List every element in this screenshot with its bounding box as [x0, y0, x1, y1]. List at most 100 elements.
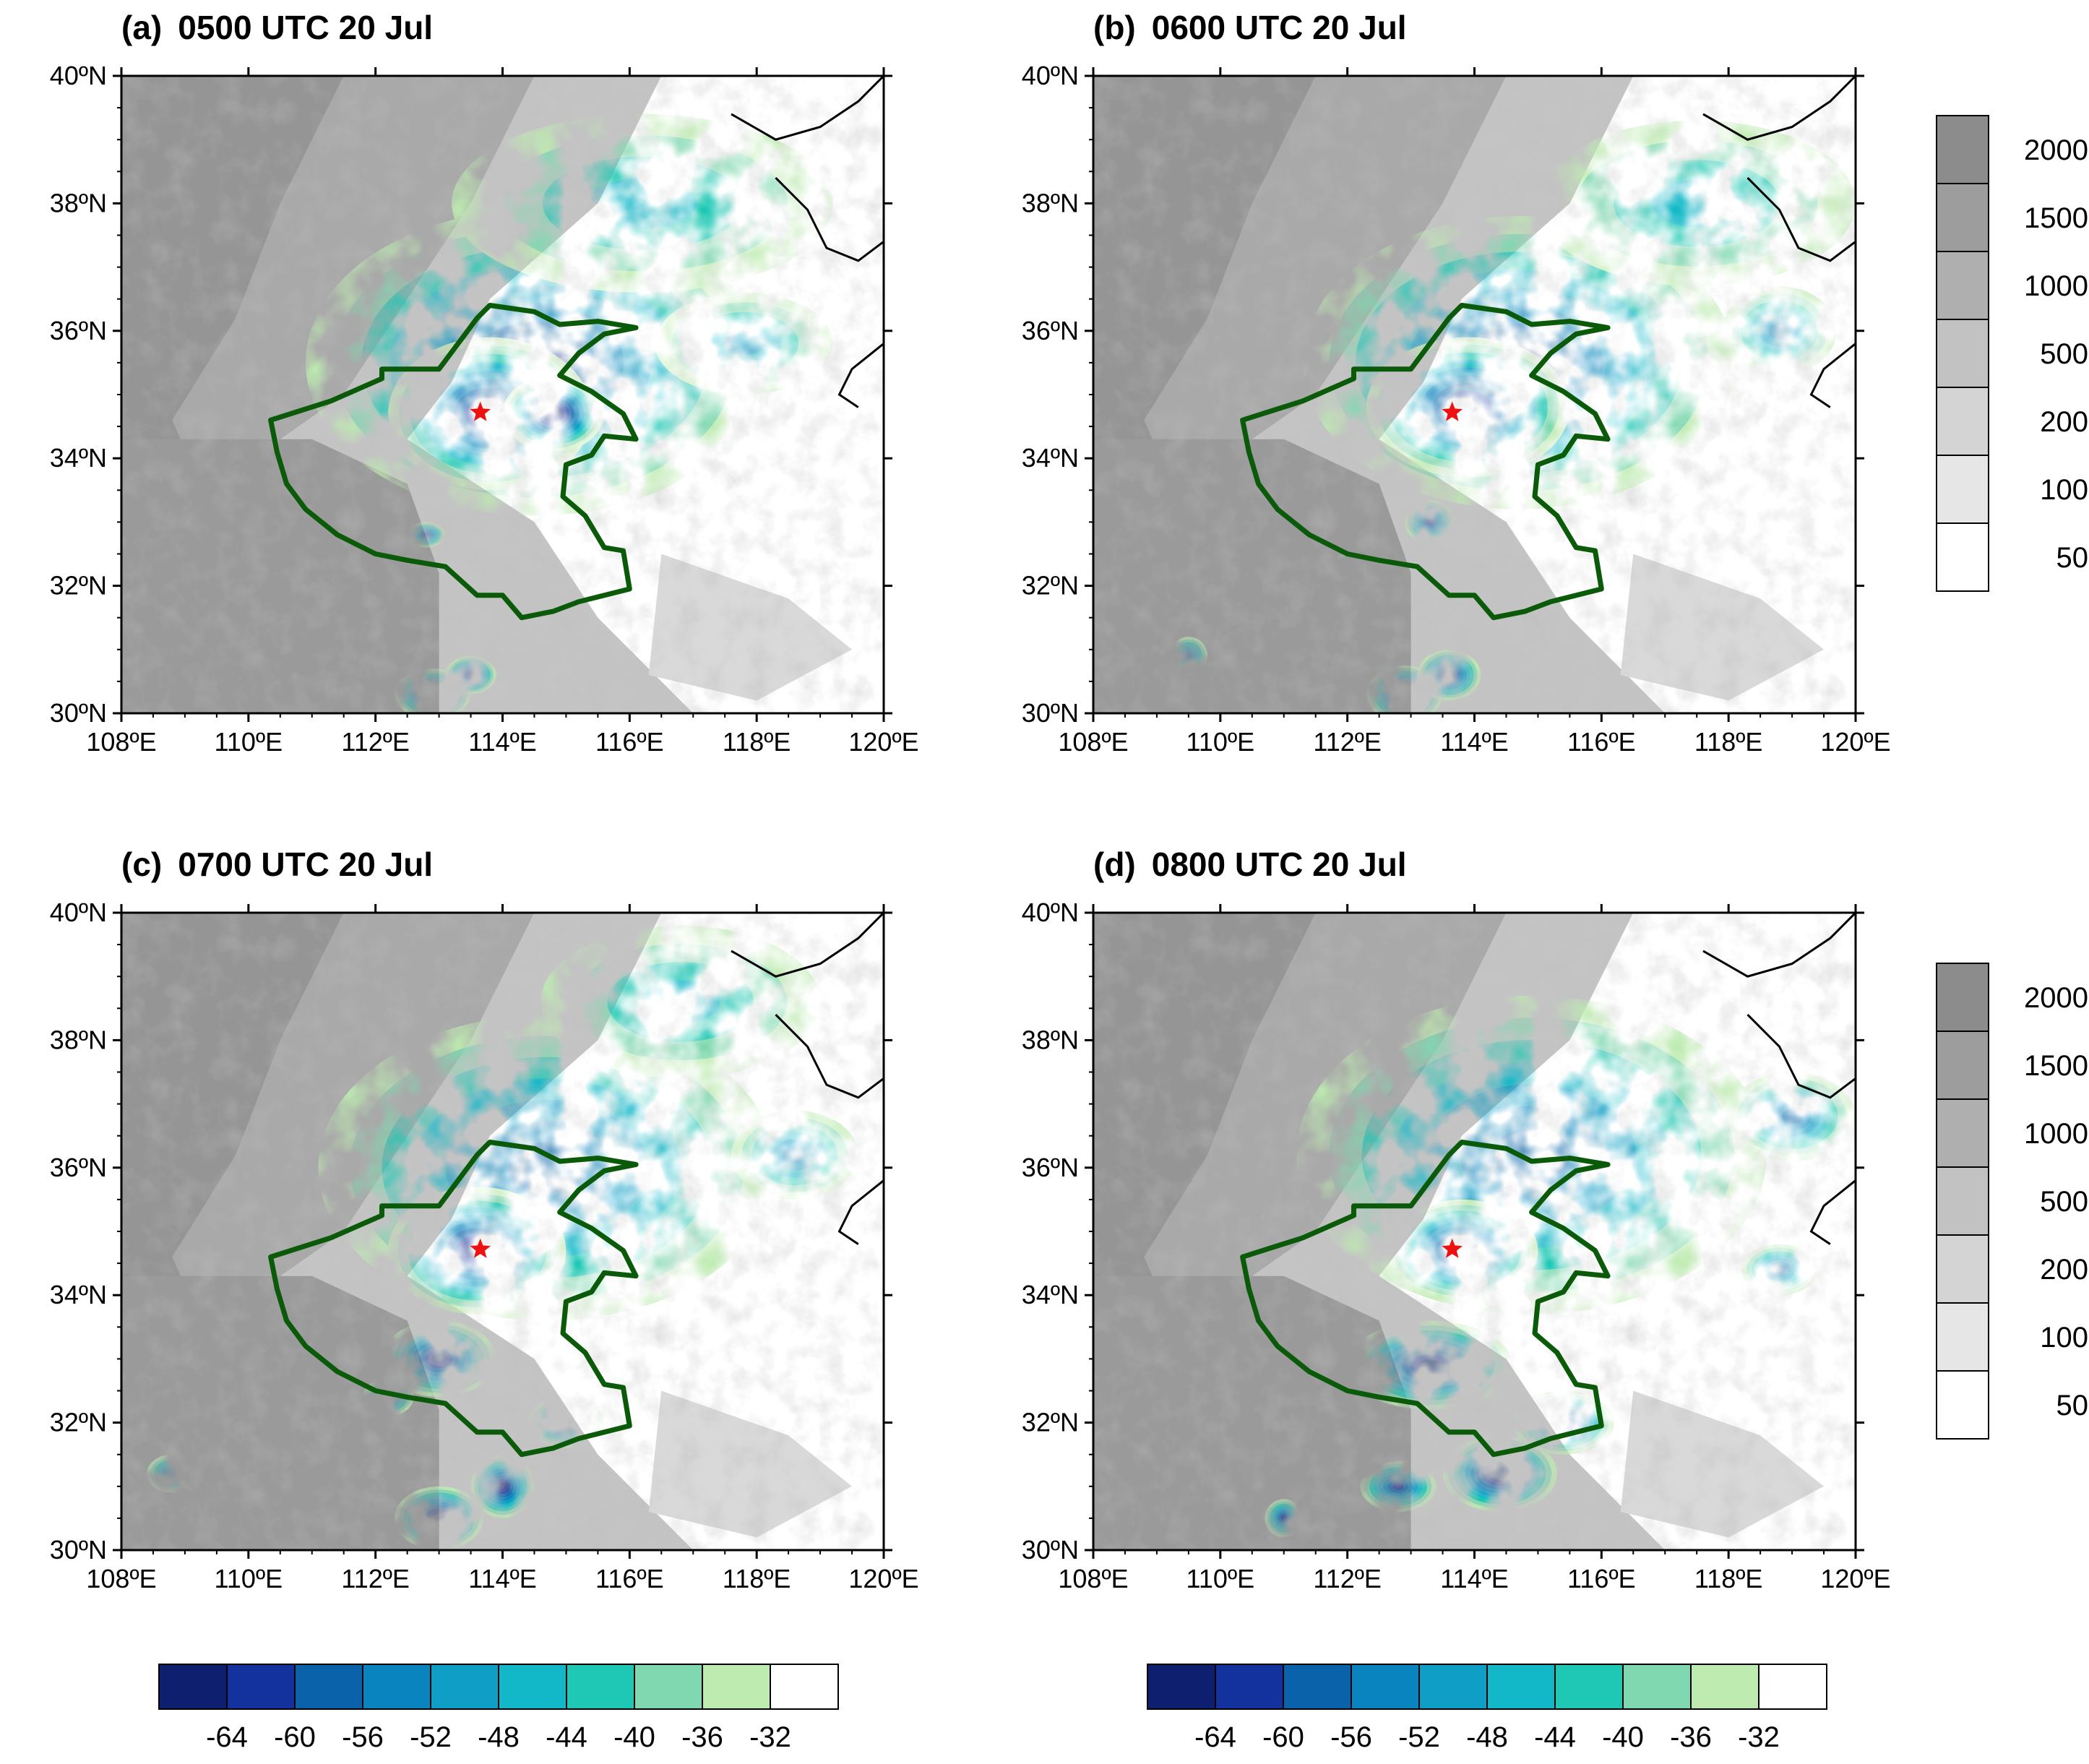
tbb-colorbar-box	[1283, 1664, 1352, 1710]
lon-tick-label: 110ºE	[1186, 727, 1255, 757]
tbb-clouds	[147, 925, 858, 1550]
tbb-colorbar-label: -48	[478, 1721, 520, 1753]
cloud-contour	[723, 332, 764, 356]
cloud-contour	[782, 1146, 807, 1164]
terrain-colorbar-label: 500	[2040, 1186, 2088, 1218]
cloud-contour	[467, 672, 475, 678]
lat-tick-label: 36ºN	[50, 1153, 107, 1182]
lon-tick-label: 110ºE	[215, 727, 283, 757]
map-body	[121, 76, 884, 713]
cloud-contour	[1556, 1418, 1570, 1427]
tbb-colorbar-box	[294, 1664, 363, 1710]
terrain-colorbar-label: 500	[2040, 338, 2088, 370]
terrain-colorbar-frame	[1936, 963, 1989, 1440]
province-boundary	[268, 303, 639, 621]
cloud-contour	[1444, 671, 1453, 679]
lat-tick-label: 36ºN	[50, 316, 107, 345]
cloud-contour	[1773, 1265, 1786, 1274]
lon-tick-label: 120ºE	[848, 1564, 918, 1593]
lon-tick-label: 116ºE	[1567, 1564, 1636, 1593]
province-boundary	[1240, 1140, 1611, 1458]
lat-tick-label: 32ºN	[50, 1408, 107, 1437]
cloud-contour	[1768, 322, 1791, 340]
province-boundary	[268, 1140, 639, 1458]
coastline	[731, 76, 884, 141]
lon-tick-label: 108ºE	[1058, 727, 1128, 757]
lat-tick-label: 32ºN	[50, 571, 107, 601]
lat-tick-label: 40ºN	[50, 61, 107, 90]
map-body	[121, 913, 884, 1550]
lon-tick-label: 118ºE	[723, 1564, 791, 1593]
lon-tick-label: 120ºE	[848, 727, 918, 757]
terrain-colorbar-box	[1936, 1166, 1989, 1236]
zhengzhou-star-marker	[1442, 1238, 1463, 1258]
lat-tick-label: 40ºN	[1022, 898, 1079, 927]
lat-tick-label: 30ºN	[50, 1535, 107, 1565]
terrain-colorbar-label: 1500	[2024, 202, 2088, 234]
terrain-colorbar-box	[1936, 251, 1989, 320]
tbb-colorbar-box	[1690, 1664, 1760, 1710]
panel-title-d: (d) 0800 UTC 20 Jul	[1093, 846, 1407, 883]
terrain-colorbar-box	[1936, 1098, 1989, 1168]
tbb-colorbar-label: -52	[410, 1721, 452, 1753]
terrain-colorbar-bottom: 2000 1500 1000 500 200 100 50	[1936, 963, 2089, 1440]
cloud-contour	[431, 1354, 447, 1364]
lon-tick-label: 112ºE	[341, 727, 410, 757]
cloud-contour	[1493, 1469, 1507, 1479]
tbb-colorbar-label: -60	[1262, 1721, 1304, 1753]
lat-tick-label: 34ºN	[1022, 1280, 1079, 1309]
terrain-colorbar-box	[1936, 455, 1989, 524]
coastline	[731, 913, 884, 978]
cloud-contour	[1492, 1128, 1571, 1182]
lon-tick-label: 114ºE	[468, 727, 537, 757]
map-body	[1093, 913, 1856, 1550]
lon-tick-label: 118ºE	[723, 727, 791, 757]
lon-tick-label: 116ºE	[595, 727, 664, 757]
coastline	[775, 1014, 884, 1099]
lat-tick-label: 32ºN	[1022, 571, 1079, 601]
tbb-colorbar-label: -36	[1670, 1721, 1712, 1753]
tbb-colorbar-label: -52	[1398, 1721, 1440, 1753]
cloud-contour	[498, 1482, 507, 1491]
terrain-colorbar-label: 50	[2056, 542, 2089, 574]
cloud-contour	[561, 1419, 572, 1427]
lat-tick-label: 38ºN	[50, 188, 107, 218]
terrain-colorbar-box	[1936, 1031, 1989, 1100]
cloud-contour	[1400, 690, 1409, 698]
lon-tick-label: 112ºE	[1313, 727, 1382, 757]
terrain-colorbar-label: 200	[2040, 1254, 2088, 1286]
tbb-colorbar-box	[1147, 1664, 1216, 1710]
tbb-colorbar-box	[702, 1664, 771, 1710]
panel-title-c: (c) 0700 UTC 20 Jul	[121, 846, 433, 883]
terrain-colorbar-label: 1000	[2024, 1118, 2088, 1150]
lon-tick-label: 116ºE	[1567, 727, 1636, 757]
terrain-colorbar-box	[1936, 319, 1989, 388]
lon-tick-label: 114ºE	[468, 1564, 537, 1593]
terrain-colorbar-box	[1936, 1370, 1989, 1440]
terrain-colorbar-label: 50	[2056, 1390, 2089, 1421]
lon-tick-label: 120ºE	[1820, 1564, 1890, 1593]
tbb-colorbar-label: -56	[1330, 1721, 1372, 1753]
cloud-contour	[1344, 570, 1351, 576]
tbb-colorbar-label: -32	[749, 1721, 791, 1753]
lon-tick-label: 114ºE	[1440, 727, 1509, 757]
lon-tick-label: 120ºE	[1820, 727, 1890, 757]
terrain-colorbar-box	[1936, 1302, 1989, 1372]
terrain-colorbar-label: 200	[2040, 406, 2088, 438]
terrain-colorbar-label: 100	[2040, 1322, 2088, 1354]
lat-tick-label: 30ºN	[50, 698, 107, 728]
tbb-colorbar-label: -48	[1466, 1721, 1508, 1753]
lon-tick-label: 112ºE	[341, 1564, 410, 1593]
tbb-colorbar-box	[1418, 1664, 1488, 1710]
terrain-colorbar-box	[1936, 522, 1989, 592]
cloud-contour	[1455, 397, 1481, 417]
coastline	[837, 343, 884, 408]
tbb-colorbar-box	[1622, 1664, 1692, 1710]
lon-tick-label: 114ºE	[1440, 1564, 1509, 1593]
tbb-clouds	[306, 113, 833, 713]
lon-tick-label: 108ºE	[1058, 1564, 1128, 1593]
